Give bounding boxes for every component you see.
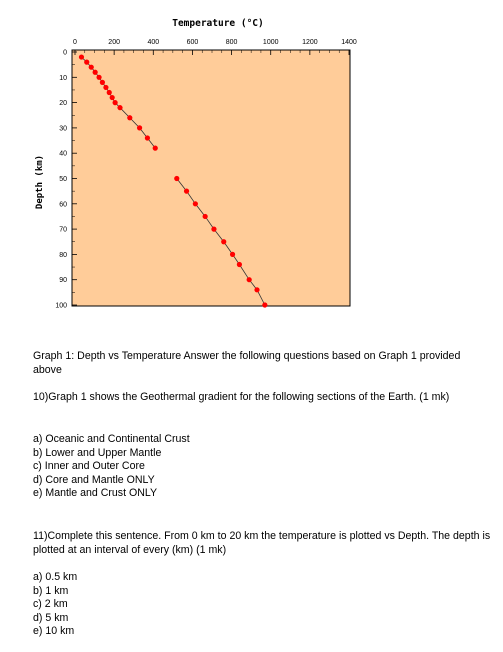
- q11-option-c[interactable]: c) 2 km: [33, 598, 68, 611]
- data-point: [246, 277, 252, 283]
- y-tick-label: 50: [59, 176, 67, 183]
- y-axis-ticks: 0 10 20 30 40 50 60 70 80 90 100: [55, 50, 77, 310]
- data-point: [221, 239, 227, 245]
- data-series: [78, 54, 268, 308]
- data-point: [211, 226, 217, 232]
- x-tick-label: 1000: [263, 39, 279, 46]
- data-point: [109, 94, 115, 101]
- x-tick-label: 600: [187, 39, 199, 46]
- data-point: [229, 251, 236, 257]
- q10-option-a[interactable]: a) Oceanic and Continental Crust: [33, 433, 190, 445]
- data-point: [88, 64, 94, 70]
- question-10-options: a) Oceanic and Continental Crust b) Lowe…: [33, 432, 190, 500]
- q10-option-d[interactable]: d) Core and Mantle ONLY: [33, 473, 155, 486]
- y-tick-label: 80: [59, 252, 67, 259]
- x-axis-ticks: 0 200 400 600 800 1000 1200 1400: [73, 39, 357, 55]
- data-point: [152, 145, 158, 151]
- x-tick-label: 400: [147, 39, 159, 46]
- data-point: [262, 302, 268, 308]
- q11-option-a[interactable]: a) 0.5 km: [33, 571, 78, 583]
- data-point: [103, 84, 109, 91]
- data-point: [236, 261, 242, 268]
- x-tick-label: 1200: [302, 39, 318, 46]
- y-tick-label: 70: [59, 227, 67, 234]
- data-point: [136, 125, 143, 131]
- y-tick-label: 10: [59, 75, 67, 82]
- q10-option-c[interactable]: c) Inner and Outer Core: [33, 460, 145, 473]
- q11-option-b[interactable]: b) 1 km: [33, 584, 69, 597]
- data-point: [99, 79, 105, 85]
- y-tick-label: 20: [59, 100, 67, 107]
- x-tick-label: 1400: [341, 39, 357, 46]
- y-tick-label: 0: [63, 50, 67, 57]
- data-point: [144, 135, 151, 141]
- y-tick-label: 40: [59, 151, 67, 158]
- data-point: [127, 115, 133, 121]
- data-point: [254, 287, 260, 293]
- q11-option-d[interactable]: d) 5 km: [33, 611, 69, 624]
- data-point: [92, 69, 98, 75]
- q11-option-e[interactable]: e) 10 km: [33, 625, 75, 638]
- plot-area: [71, 49, 351, 307]
- x-tick-label: 800: [226, 39, 238, 46]
- data-point: [84, 59, 90, 65]
- data-point: [96, 74, 102, 80]
- data-point: [174, 175, 180, 182]
- question-10-prompt: 10)Graph 1 shows the Geothermal gradient…: [33, 391, 450, 403]
- y-tick-label: 90: [59, 277, 67, 284]
- data-point: [202, 213, 208, 220]
- y-tick-label: 100: [55, 303, 67, 310]
- chart-title: Temperature (°C): [172, 18, 264, 29]
- depth-temperature-chart: Temperature (°C) Depth (km) 0 200 400 600 80…: [35, 18, 357, 310]
- y-axis-label: Depth (km): [35, 155, 45, 209]
- y-tick-label: 30: [59, 125, 67, 132]
- question-11-options: a) 0.5 km b) 1 km c) 2 km d) 5 km e) 10 …: [33, 570, 77, 638]
- question-11-prompt: 11)Complete this sentence. From 0 km to …: [33, 530, 491, 556]
- data-point: [192, 201, 198, 207]
- data-point: [112, 100, 118, 106]
- graph-caption: Graph 1: Depth vs Temperature Answer the…: [33, 350, 461, 376]
- q10-option-e[interactable]: e) Mantle and Crust ONLY: [33, 487, 158, 500]
- y-tick-label: 60: [59, 201, 67, 208]
- q10-option-b[interactable]: b) Lower and Upper Mantle: [33, 446, 162, 459]
- data-point: [183, 188, 190, 194]
- data-point: [78, 54, 85, 60]
- data-point: [106, 89, 112, 96]
- x-tick-label: 0: [73, 39, 77, 46]
- x-tick-label: 200: [108, 39, 120, 46]
- data-point: [117, 105, 123, 111]
